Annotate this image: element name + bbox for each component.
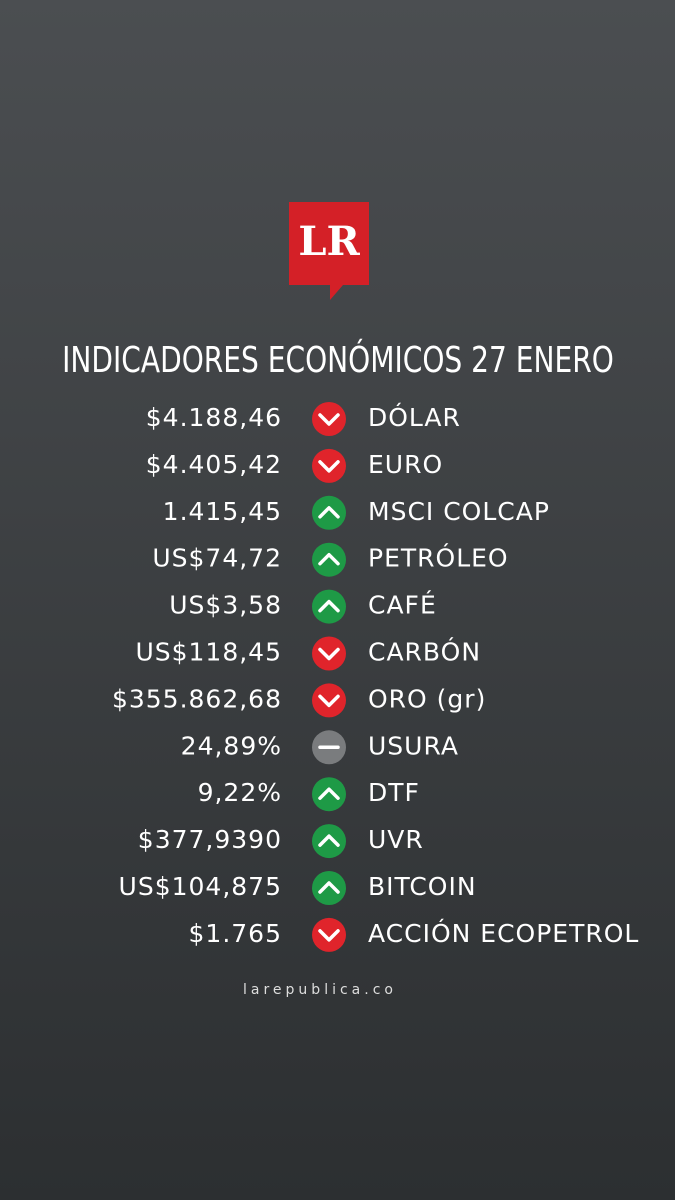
trend-circle xyxy=(312,589,346,624)
row-name: CAFÉ xyxy=(368,591,437,620)
trend-circle xyxy=(312,824,346,859)
trend-icon xyxy=(312,542,346,577)
trend-circle xyxy=(312,917,346,952)
row-value: $4.405,42 xyxy=(146,450,282,479)
trend-circle xyxy=(312,636,346,671)
row-value: $1.765 xyxy=(189,919,282,948)
trend-icon xyxy=(312,824,346,859)
trend-arrow xyxy=(318,834,340,847)
trend-arrow xyxy=(318,460,340,473)
row-name: ORO (gr) xyxy=(368,684,486,713)
trend-circle xyxy=(312,448,346,483)
row-name: UVR xyxy=(368,825,424,854)
trend-icon xyxy=(312,730,346,765)
row-value: US$74,72 xyxy=(152,544,282,573)
trend-icon xyxy=(312,589,346,624)
trend-icon xyxy=(312,495,346,530)
trend-arrow xyxy=(318,413,340,426)
trend-icon xyxy=(312,777,346,812)
row-name: PETRÓLEO xyxy=(368,543,509,573)
trend-arrow xyxy=(318,647,340,661)
row-value: $4.188,46 xyxy=(146,403,282,432)
row-name: DTF xyxy=(368,778,420,807)
row-value: US$118,45 xyxy=(135,638,282,667)
row-name: DÓLAR xyxy=(368,402,461,432)
logo: LR xyxy=(289,202,369,300)
trend-circle xyxy=(312,402,346,436)
row-value: $355.862,68 xyxy=(112,684,282,713)
row-value: $377,9390 xyxy=(138,825,282,854)
trend-circle xyxy=(312,542,346,577)
trend-arrow xyxy=(318,599,340,613)
row-name: USURA xyxy=(368,731,459,760)
trend-circle xyxy=(312,495,346,530)
footer: larepublica.co xyxy=(243,982,397,998)
rows: $4.188,46 DÓLAR $4.405,42 EURO 1.415,45 MSCI … xyxy=(112,402,639,952)
trend-arrow xyxy=(318,929,340,942)
trend-icon xyxy=(312,636,346,671)
trend-arrow xyxy=(318,787,340,800)
row-value: 9,22% xyxy=(198,778,282,807)
trend-circle xyxy=(312,777,346,812)
trend-arrow xyxy=(318,881,340,894)
trend-icon xyxy=(312,683,346,718)
trend-icon xyxy=(312,402,346,436)
row-name: EURO xyxy=(368,450,443,479)
trend-icon xyxy=(312,871,346,905)
row-name: ACCIÓN ECOPETROL xyxy=(368,918,639,948)
row-name: MSCI COLCAP xyxy=(368,497,550,526)
row-name: CARBÓN xyxy=(368,637,481,667)
row-value: 24,89% xyxy=(181,731,282,760)
trend-arrow xyxy=(318,552,340,566)
trend-arrow xyxy=(318,506,340,519)
trend-circle xyxy=(312,683,346,718)
trend-arrow xyxy=(318,694,340,708)
trend-icon xyxy=(312,917,346,952)
row-value: US$104,875 xyxy=(119,872,282,901)
row-value: 1.415,45 xyxy=(163,497,282,526)
trend-circle xyxy=(312,871,346,905)
row-value: US$3,58 xyxy=(169,591,282,620)
row-name: BITCOIN xyxy=(368,872,477,901)
logo-text: LR xyxy=(298,218,360,265)
trend-icon xyxy=(312,448,346,483)
title: INDICADORES ECONÓMICOS 27 ENERO xyxy=(62,339,614,381)
